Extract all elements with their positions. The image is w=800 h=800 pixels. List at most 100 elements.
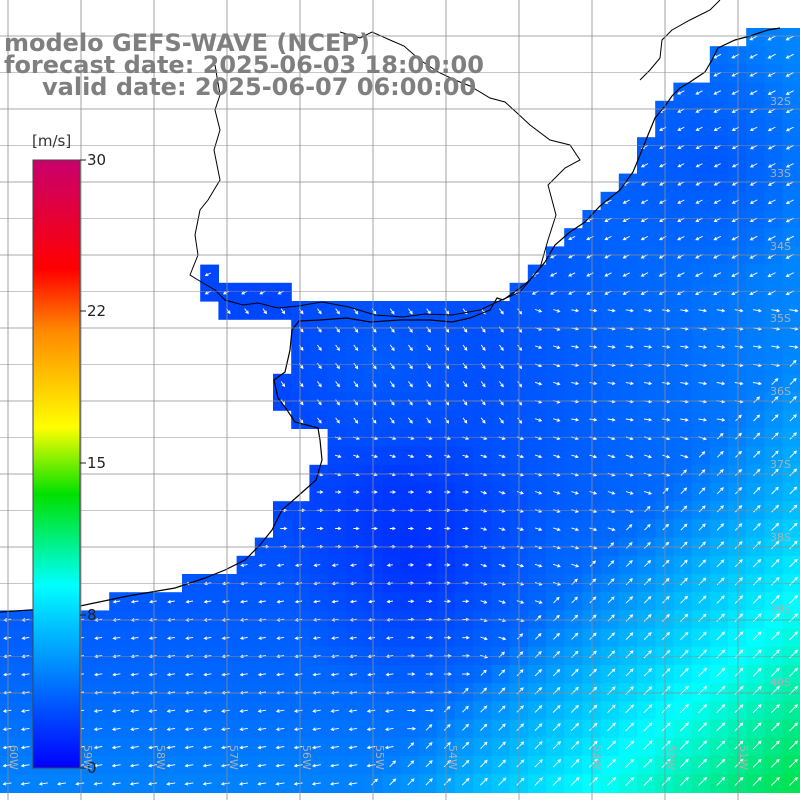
wind-arrow [534, 723, 543, 732]
wind-arrow [716, 667, 726, 677]
wind-arrow [677, 90, 685, 95]
wind-arrow [752, 541, 761, 550]
wind-arrow [534, 705, 543, 713]
wind-arrow [698, 704, 708, 714]
wind-arrow [570, 704, 579, 713]
wind-arrow [517, 362, 523, 370]
wind-arrow [607, 776, 617, 786]
wind-arrow [713, 163, 721, 168]
wind-arrow [516, 563, 525, 568]
wind-arrow [462, 635, 470, 640]
wind-arrow [552, 704, 561, 713]
wind-arrow [679, 649, 689, 659]
wind-arrow [480, 490, 488, 495]
lon-label: 51W [737, 745, 750, 770]
wind-arrow [749, 272, 758, 277]
wind-arrow [516, 669, 524, 677]
wind-arrow [426, 599, 433, 604]
wind-arrow [317, 399, 322, 406]
wind-arrow [589, 596, 597, 604]
wind-arrow [698, 505, 706, 513]
wind-arrow [239, 727, 248, 732]
wind-arrow [498, 563, 506, 568]
wind-arrow [695, 90, 703, 95]
wind-arrow [444, 581, 451, 585]
wind-arrow [534, 381, 543, 386]
wind-arrow [389, 778, 397, 786]
wind-arrow [444, 617, 452, 622]
wind-arrow [516, 454, 525, 459]
wind-arrow [680, 577, 688, 586]
wind-arrow [771, 486, 779, 495]
wind-arrow [716, 450, 724, 458]
wind-arrow [607, 454, 616, 459]
wind-arrow [462, 490, 470, 494]
wind-arrow [2, 745, 12, 750]
wind-arrow [203, 599, 212, 604]
wind-arrow [589, 560, 597, 567]
wind-arrow [770, 740, 780, 750]
lon-label: 60W [7, 745, 20, 770]
wind-arrow [257, 636, 266, 640]
wind-arrow [713, 145, 721, 150]
wind-arrow [407, 760, 415, 768]
wind-arrow [785, 235, 795, 241]
wind-arrow [552, 777, 562, 786]
wind-arrow [389, 417, 395, 424]
wind-arrow [553, 491, 561, 495]
wind-arrow [166, 672, 176, 677]
wind-arrow [625, 740, 635, 750]
wind-arrow [461, 759, 470, 768]
wind-arrow [752, 758, 762, 768]
wind-arrow [640, 199, 649, 204]
wind-arrow [695, 108, 703, 113]
wind-arrow [389, 381, 395, 388]
wind-arrow [770, 704, 780, 714]
wind-arrow [294, 636, 303, 640]
wind-arrow [407, 708, 416, 713]
wind-arrow [462, 362, 468, 370]
wind-arrow [202, 782, 212, 786]
wind-arrow [767, 108, 776, 113]
wind-arrow [498, 636, 507, 641]
wind-arrow [534, 759, 543, 768]
wind-arrow [607, 491, 616, 495]
wind-arrow [407, 742, 415, 749]
wind-arrow [553, 596, 560, 604]
wind-arrow [607, 308, 616, 313]
wind-arrow [371, 778, 378, 786]
wind-arrow [643, 596, 652, 604]
wind-arrow [317, 381, 322, 388]
wind-arrow [462, 417, 468, 424]
colorbar-tick-0: 0 [87, 759, 97, 777]
wind-arrow [770, 758, 780, 768]
wind-arrow [589, 722, 598, 732]
wind-arrow [677, 126, 685, 131]
wind-arrow [462, 344, 468, 351]
wind-arrow [462, 454, 470, 459]
wind-arrow [238, 782, 249, 786]
wind-arrow [643, 345, 653, 349]
wind-arrow [789, 540, 798, 550]
wind-arrow [239, 763, 249, 768]
wind-arrow [589, 527, 598, 532]
wind-arrow [517, 381, 523, 388]
wind-arrow [589, 381, 598, 386]
valid-date: valid date: 2025-06-07 06:00:00 [42, 73, 477, 101]
wind-arrow [2, 709, 12, 713]
wind-arrow [444, 417, 450, 424]
colorbar [32, 159, 86, 769]
wind-arrow [679, 722, 689, 732]
wind-arrow [425, 672, 434, 676]
wind-arrow [698, 469, 706, 476]
wind-arrow [677, 199, 685, 204]
wind-arrow [661, 758, 671, 768]
wind-arrow [698, 631, 707, 641]
wind-arrow [749, 53, 758, 59]
wind-arrow [480, 705, 488, 713]
wind-arrow [516, 741, 525, 750]
wind-arrow [425, 742, 433, 749]
wind-arrow [571, 417, 580, 422]
wind-arrow [312, 709, 321, 713]
wind-arrow [498, 600, 506, 604]
